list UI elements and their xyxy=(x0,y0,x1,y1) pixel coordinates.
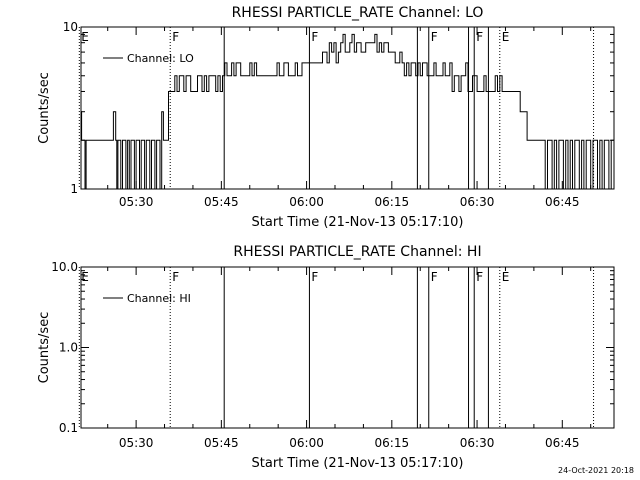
x-tick-label: 05:45 xyxy=(204,195,239,209)
flag-label: F xyxy=(476,30,483,44)
x-tick-label: 06:00 xyxy=(289,195,324,209)
x-tick-label: 06:15 xyxy=(375,195,410,209)
x-tick-label: 05:30 xyxy=(119,195,154,209)
chart-panel-hi: RHESSI PARTICLE_RATE Channel: HI 05:30 05:… xyxy=(37,244,615,471)
flag-label: E xyxy=(81,270,89,284)
flag-label: F xyxy=(311,30,318,44)
flag-label: F xyxy=(172,270,179,284)
x-tick-label: 05:30 xyxy=(119,436,154,450)
flag-label: F xyxy=(431,30,438,44)
flag-label: F xyxy=(431,270,438,284)
plot-frame xyxy=(80,26,615,190)
y-tick-label: 1.0 xyxy=(59,341,78,355)
flag-label: F xyxy=(476,270,483,284)
y-tick-label: 10 xyxy=(63,20,78,34)
series-line-channel-lo xyxy=(81,33,614,189)
x-tick-label: 06:00 xyxy=(289,436,324,450)
y-tick-label: 0.1 xyxy=(59,421,78,435)
y-tick-label: 10.0 xyxy=(51,260,78,274)
x-axis-label: Start Time (21-Nov-13 05:17:10) xyxy=(252,215,464,230)
flag-label: E xyxy=(502,270,510,284)
flag-label: F xyxy=(311,270,318,284)
x-tick-label: 06:45 xyxy=(545,436,580,450)
x-tick-label: 06:30 xyxy=(460,195,495,209)
footer-timestamp: 24-Oct-2021 20:18 xyxy=(558,466,634,475)
legend-label: Channel: HI xyxy=(127,292,191,305)
x-axis-label: Start Time (21-Nov-13 05:17:10) xyxy=(252,456,464,471)
flag-label: E xyxy=(502,30,510,44)
x-tick-label: 05:45 xyxy=(204,436,239,450)
chart-title: RHESSI PARTICLE_RATE Channel: HI xyxy=(233,244,481,260)
y-axis-label: Counts/sec xyxy=(37,312,52,384)
x-tick-label: 06:15 xyxy=(375,436,410,450)
legend-label: Channel: LO xyxy=(127,52,194,65)
y-axis-label: Counts/sec xyxy=(37,72,52,144)
x-tick-label: 06:45 xyxy=(545,195,580,209)
chart-panel-lo: RHESSI PARTICLE_RATE Channel: LO 05:30 05:… xyxy=(37,5,615,230)
flag-label: F xyxy=(172,30,179,44)
chart-title: RHESSI PARTICLE_RATE Channel: LO xyxy=(232,5,484,21)
x-tick-label: 06:30 xyxy=(460,436,495,450)
flag-label: E xyxy=(81,30,89,44)
y-tick-label: 1 xyxy=(70,182,78,196)
